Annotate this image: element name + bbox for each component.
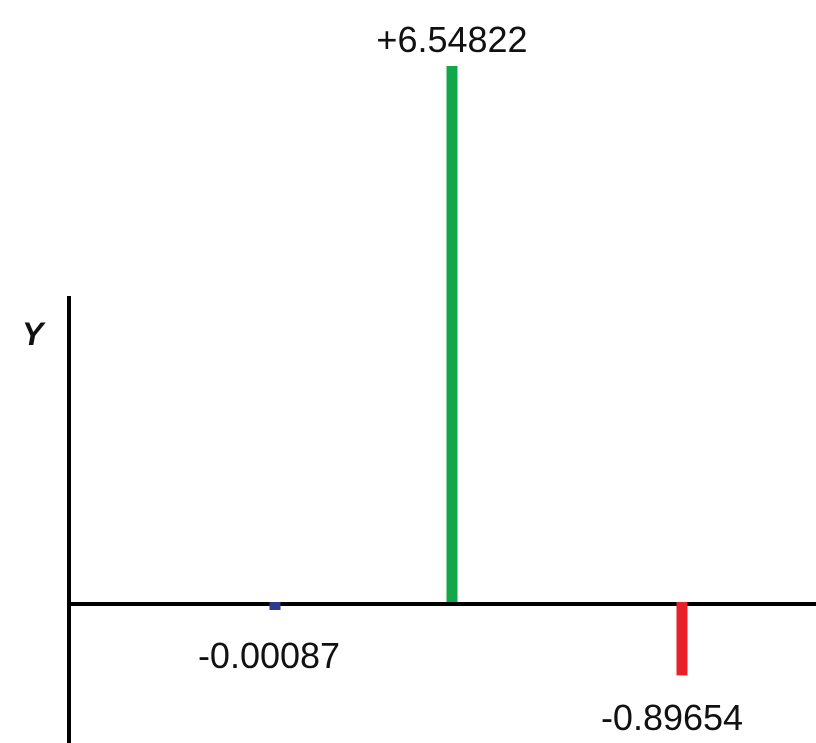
bar-3 <box>676 602 688 676</box>
data-labels-group: -0.00087 +6.54822 -0.89654 <box>198 19 743 738</box>
data-label-3: -0.89654 <box>601 697 743 738</box>
y-axis-label: Y <box>22 316 46 352</box>
bars-group <box>269 66 688 676</box>
data-label-2: +6.54822 <box>376 19 527 60</box>
bar-1 <box>269 602 281 610</box>
bar-2 <box>446 66 458 602</box>
data-label-1: -0.00087 <box>198 635 340 676</box>
